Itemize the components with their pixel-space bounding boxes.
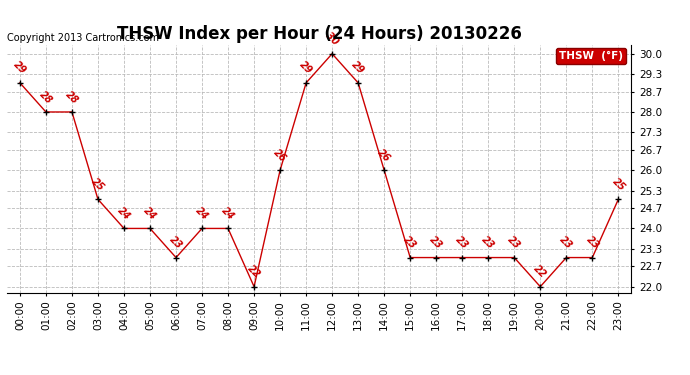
Text: 23: 23 xyxy=(428,234,444,251)
Text: 23: 23 xyxy=(506,234,522,251)
Text: 25: 25 xyxy=(90,176,106,193)
Text: 29: 29 xyxy=(298,60,315,76)
Text: 24: 24 xyxy=(141,206,158,222)
Legend: THSW  (°F): THSW (°F) xyxy=(556,48,626,64)
Text: 29: 29 xyxy=(12,60,28,76)
Text: 23: 23 xyxy=(402,234,419,251)
Text: 24: 24 xyxy=(194,206,210,222)
Text: 23: 23 xyxy=(558,234,575,251)
Text: 30: 30 xyxy=(324,31,340,47)
Text: 24: 24 xyxy=(219,206,237,222)
Text: 24: 24 xyxy=(116,206,132,222)
Text: 28: 28 xyxy=(38,89,55,106)
Text: 29: 29 xyxy=(350,60,366,76)
Text: 23: 23 xyxy=(480,234,497,251)
Text: 23: 23 xyxy=(168,234,184,251)
Title: THSW Index per Hour (24 Hours) 20130226: THSW Index per Hour (24 Hours) 20130226 xyxy=(117,26,522,44)
Text: 23: 23 xyxy=(584,234,600,251)
Text: 26: 26 xyxy=(272,147,288,164)
Text: 28: 28 xyxy=(63,89,80,106)
Text: 22: 22 xyxy=(246,264,262,280)
Text: Copyright 2013 Cartronics.com: Copyright 2013 Cartronics.com xyxy=(7,33,159,42)
Text: 26: 26 xyxy=(376,147,393,164)
Text: 25: 25 xyxy=(610,176,627,193)
Text: 23: 23 xyxy=(454,234,471,251)
Text: 22: 22 xyxy=(532,264,549,280)
